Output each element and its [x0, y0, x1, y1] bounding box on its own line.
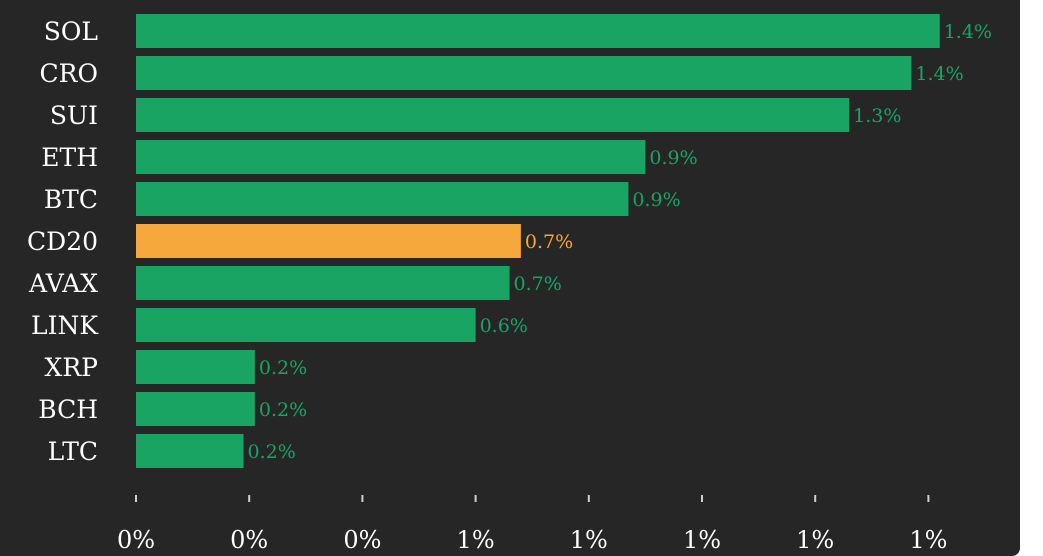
value-label-link: 0.6%	[480, 315, 528, 337]
x-tick-label-0: 0%	[117, 526, 155, 554]
value-label-sui: 1.3%	[853, 105, 901, 127]
value-label-bch: 0.2%	[259, 399, 307, 421]
bar-link	[136, 308, 476, 342]
x-tick-label-5: 1%	[683, 526, 721, 554]
category-label-xrp: XRP	[45, 353, 98, 382]
value-label-btc: 0.9%	[632, 189, 680, 211]
bar-sol	[136, 14, 940, 48]
category-label-sol: SOL	[44, 17, 98, 46]
bar-chart: SOL 1.4% CRO 1.4% SUI 1.3% ETH 0.9% BTC 0.9% CD20 0…	[27, 14, 992, 554]
category-label-sui: SUI	[50, 101, 98, 130]
category-label-btc: BTC	[44, 185, 98, 214]
category-label-link: LINK	[31, 311, 99, 340]
value-label-xrp: 0.2%	[259, 357, 307, 379]
chart-panel: SOL 1.4% CRO 1.4% SUI 1.3% ETH 0.9% BTC 0.9% CD20 0…	[0, 0, 1020, 556]
value-label-avax: 0.7%	[514, 273, 562, 295]
bar-eth	[136, 140, 646, 174]
x-tick-label-3: 1%	[457, 526, 495, 554]
bar-avax	[136, 266, 510, 300]
bar-cd20	[136, 224, 521, 258]
category-label-eth: ETH	[41, 143, 98, 172]
category-label-bch: BCH	[38, 395, 98, 424]
x-tick-label-2: 0%	[343, 526, 381, 554]
bar-btc	[136, 182, 629, 216]
value-label-cd20: 0.7%	[525, 231, 573, 253]
bar-bch	[136, 392, 255, 426]
value-label-sol: 1.4%	[944, 21, 992, 43]
bar-xrp	[136, 350, 255, 384]
bar-sui	[136, 98, 850, 132]
x-tick-label-1: 0%	[230, 526, 268, 554]
value-label-ltc: 0.2%	[248, 441, 296, 463]
x-tick-label-6: 1%	[796, 526, 834, 554]
category-label-ltc: LTC	[48, 437, 98, 466]
category-label-cd20: CD20	[27, 227, 98, 256]
value-label-cro: 1.4%	[915, 63, 963, 85]
category-label-cro: CRO	[40, 59, 98, 88]
bar-cro	[136, 56, 912, 90]
value-label-eth: 0.9%	[649, 147, 697, 169]
bar-ltc	[136, 434, 244, 468]
category-label-avax: AVAX	[28, 269, 98, 298]
x-tick-label-4: 1%	[570, 526, 608, 554]
x-tick-label-7: 1%	[909, 526, 947, 554]
